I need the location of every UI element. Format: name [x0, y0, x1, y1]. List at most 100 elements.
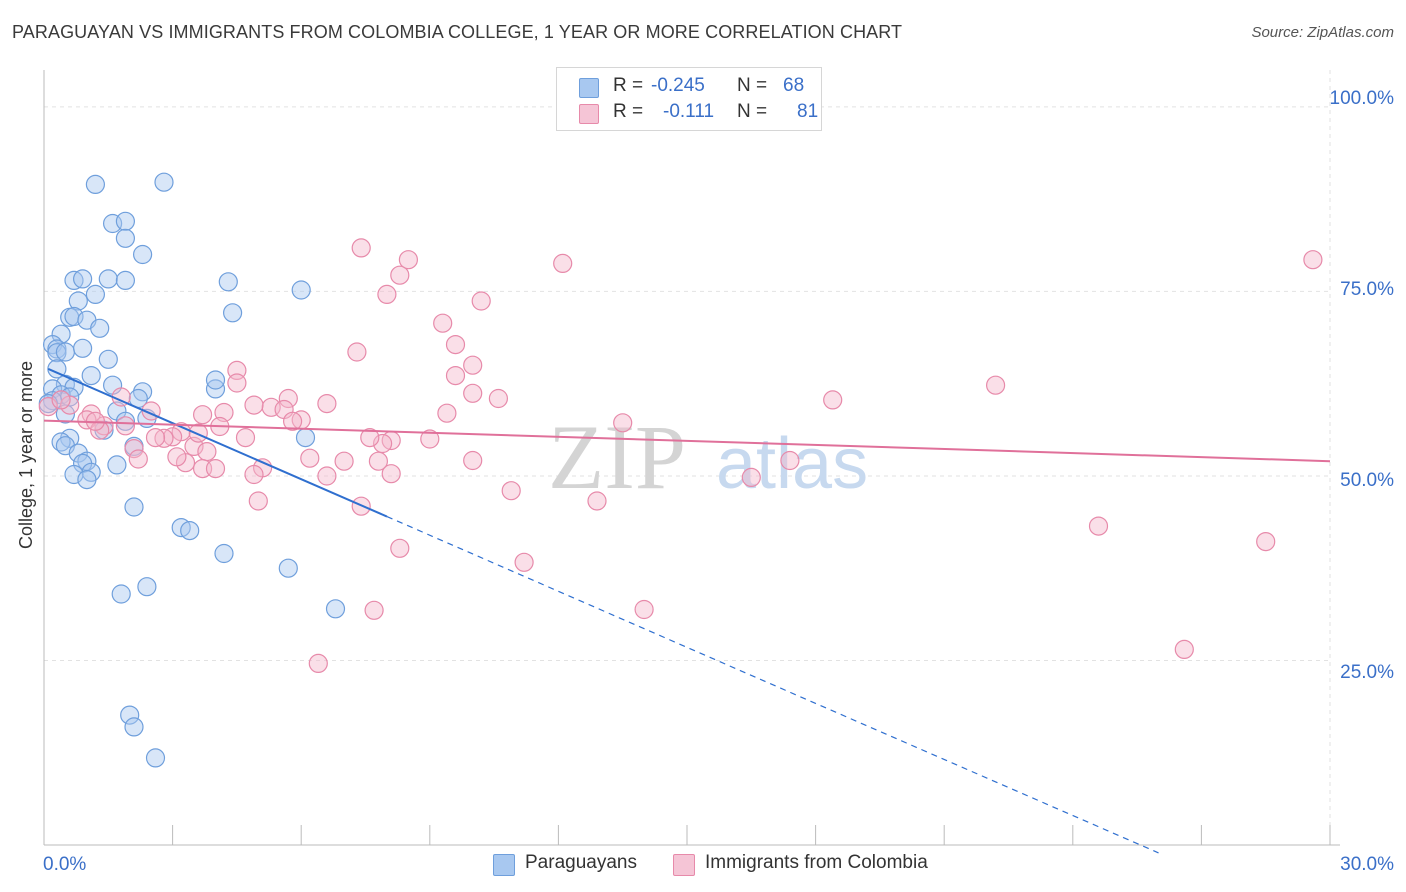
paraguayans-trend-extension [386, 515, 1159, 854]
colombia-point-41 [124, 439, 144, 459]
grid-lines [44, 70, 1331, 845]
paraguayans-point-18 [90, 318, 110, 338]
colombia-point-55 [381, 464, 401, 484]
colombia-point-78 [360, 428, 380, 448]
colombia-point-73 [90, 420, 110, 440]
paraguayans-point-52 [107, 455, 127, 475]
series-legend-label: Paraguayans [525, 852, 637, 873]
colombia-point-13 [445, 366, 466, 386]
paraguayans-point-0 [85, 174, 106, 194]
colombia-point-33 [115, 416, 136, 436]
paraguayans-point-55 [77, 470, 97, 490]
colombia-point-48 [780, 450, 800, 471]
colombia-point-7 [433, 313, 453, 333]
series-legend-label: Immigrants from Colombia [705, 852, 928, 873]
paraguayans-point-56 [124, 497, 144, 517]
colombia-point-67 [1174, 639, 1194, 660]
trend-lines [43, 368, 1331, 854]
x-tick-label-max: 30.0% [1340, 854, 1394, 875]
colombia-point-8 [445, 335, 466, 355]
colombia-point-66 [364, 600, 384, 620]
paraguayans-point-60 [278, 558, 298, 578]
paraguayans-point-3 [115, 211, 136, 231]
y-tick-label-100: 100.0% [1330, 88, 1395, 109]
legend-n-value: 81 [797, 101, 819, 122]
colombia-point-44 [463, 450, 483, 471]
legend-n-value: 68 [783, 75, 805, 96]
colombia-point-60 [587, 491, 607, 511]
series-swatch-pink [673, 854, 695, 876]
paraguayans-point-7 [72, 269, 93, 289]
colombia-point-3 [1303, 250, 1323, 270]
colombia-point-58 [248, 491, 268, 511]
colombia-point-5 [377, 284, 397, 304]
paraguayans-point-40 [55, 404, 76, 424]
legend-n-label: N = [737, 101, 768, 122]
series-swatch-blue [493, 854, 515, 876]
colombia-point-54 [317, 466, 337, 486]
paraguayans-point-12 [85, 284, 106, 304]
colombia-point-74 [145, 428, 166, 448]
colombia-point-53 [244, 464, 264, 485]
colombia-point-14 [985, 375, 1006, 395]
colombia-point-45 [300, 448, 320, 468]
paraguayans-point-4 [115, 228, 136, 248]
paraguayans-trend-line [47, 368, 388, 518]
colombia-point-76 [188, 423, 208, 443]
colombia-point-30 [613, 413, 633, 433]
watermark-zip: ZIP [548, 406, 686, 508]
colombia-point-57 [501, 481, 521, 501]
y-axis-label: College, 1 year or more [16, 361, 36, 549]
legend-swatch-pink [579, 104, 599, 124]
paraguayans-point-10 [218, 272, 238, 292]
colombia-point-15 [463, 383, 483, 403]
paraguayans-point-61 [137, 577, 157, 597]
paraguayans-point-63 [325, 599, 346, 619]
legend-r-value: -0.245 [651, 75, 705, 96]
colombia-point-56 [741, 467, 761, 487]
y-tick-label-75: 75.0% [1340, 279, 1394, 300]
chart-source: Source: ZipAtlas.com [1251, 24, 1394, 41]
colombia-point-79 [420, 429, 440, 449]
colombia-point-16 [488, 388, 508, 409]
colombia-point-37 [235, 428, 256, 448]
legend-n-label: N = [737, 75, 768, 96]
colombia-point-29 [437, 403, 457, 423]
tick-labels: 0.0% 30.0% 25.0% 50.0% 75.0% 100.0% [43, 88, 1394, 875]
legend-r-value: -0.111 [663, 101, 715, 122]
colombia-point-65 [634, 599, 654, 620]
paraguayans-point-62 [111, 584, 131, 604]
colombia-point-77 [283, 411, 303, 431]
colombia-point-62 [514, 552, 534, 572]
colombia-point-63 [1088, 516, 1109, 536]
colombia-point-2 [553, 253, 573, 273]
colombia-trend-line [43, 419, 1331, 463]
colombia-point-42 [197, 442, 217, 462]
paraguayans-point-45 [295, 428, 316, 448]
colombia-point-68 [308, 653, 328, 674]
series-paraguayans-points [38, 172, 346, 768]
paraguayans-point-25 [98, 349, 118, 369]
legend-swatch-blue [579, 78, 599, 98]
watermark-atlas: atlas [716, 424, 868, 504]
colombia-point-72 [167, 447, 187, 467]
colombia-point-9 [347, 342, 367, 362]
colombia-point-10 [463, 355, 483, 375]
colombia-point-20 [317, 394, 337, 414]
paraguayans-point-27 [81, 366, 101, 386]
paraguayans-point-5 [133, 244, 153, 265]
chart-title: PARAGUAYAN VS IMMIGRANTS FROM COLOMBIA C… [12, 22, 903, 42]
colombia-point-80 [244, 395, 264, 415]
colombia-point-26 [193, 405, 213, 425]
colombia-point-18 [823, 390, 843, 410]
colombia-point-51 [205, 459, 226, 479]
y-tick-label-25: 25.0% [1340, 662, 1394, 683]
colombia-point-12 [227, 373, 247, 393]
paraguayans-point-9 [115, 270, 136, 290]
colombia-point-17 [278, 388, 298, 409]
correlation-legend: R = -0.245 N = 68 R = -0.111 N = 81 [556, 67, 822, 131]
colombia-point-71 [51, 390, 71, 410]
colombia-point-1 [398, 250, 418, 270]
colombia-point-6 [471, 291, 491, 311]
